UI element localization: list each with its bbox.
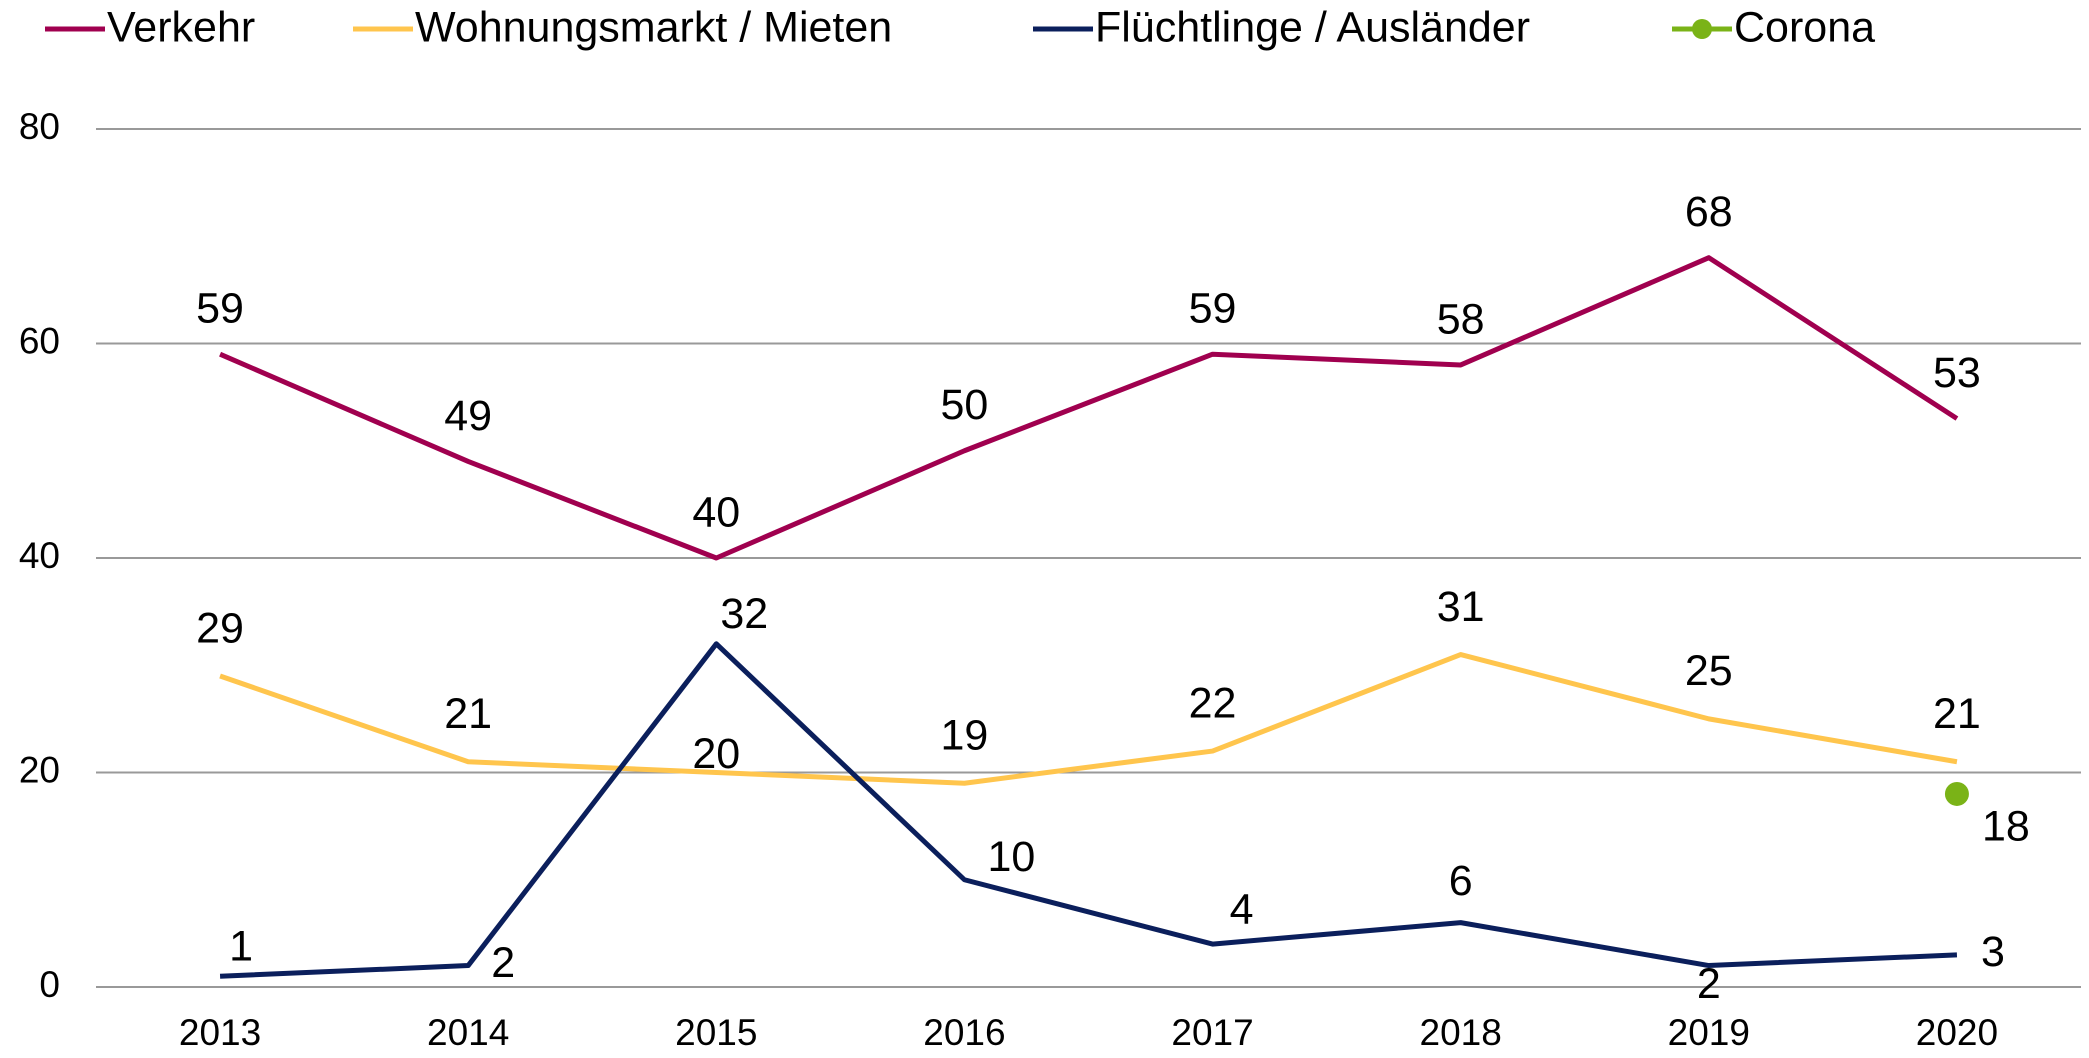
data-label: 53 <box>1933 349 1981 397</box>
x-tick-label: 2019 <box>1668 1012 1750 1053</box>
data-label: 58 <box>1437 295 1485 343</box>
data-label: 49 <box>444 392 492 440</box>
data-label: 18 <box>1982 802 2030 850</box>
x-tick-label: 2018 <box>1420 1012 1502 1053</box>
legend-label: Wohnungsmarkt / Mieten <box>415 3 892 51</box>
data-label: 21 <box>1933 690 1981 738</box>
data-label: 2 <box>491 939 515 987</box>
y-tick-label: 60 <box>19 320 60 361</box>
data-label: 68 <box>1685 188 1733 236</box>
data-label: 10 <box>988 833 1036 881</box>
data-label: 59 <box>196 285 244 333</box>
legend-marker <box>1692 19 1712 39</box>
data-label: 2 <box>1697 960 1721 1008</box>
data-label: 29 <box>196 604 244 652</box>
data-label: 59 <box>1189 285 1237 333</box>
data-label: 6 <box>1449 857 1473 905</box>
x-tick-label: 2015 <box>675 1012 757 1053</box>
x-tick-label: 2013 <box>179 1012 261 1053</box>
series-line <box>219 641 1958 979</box>
series-line <box>219 255 1959 561</box>
y-tick-label: 80 <box>19 106 60 147</box>
data-label: 1 <box>229 923 253 971</box>
data-label: 21 <box>444 690 492 738</box>
data-label: 3 <box>1981 928 2005 976</box>
legend-label: Verkehr <box>107 3 255 51</box>
data-label: 20 <box>692 730 740 778</box>
data-label: 22 <box>1189 679 1237 727</box>
y-tick-label: 40 <box>19 535 60 576</box>
data-label: 19 <box>941 712 989 760</box>
data-label: 31 <box>1437 583 1485 631</box>
x-tick-label: 2020 <box>1916 1012 1998 1053</box>
y-tick-label: 0 <box>39 964 60 1005</box>
series-line <box>219 652 1958 786</box>
data-label: 25 <box>1685 647 1733 695</box>
x-tick-label: 2016 <box>923 1012 1005 1053</box>
data-label: 4 <box>1230 885 1254 933</box>
x-tick-label: 2017 <box>1171 1012 1253 1053</box>
point-marker <box>1944 781 1969 806</box>
data-label: 32 <box>720 590 768 638</box>
data-label: 40 <box>692 488 740 536</box>
data-label: 50 <box>941 381 989 429</box>
legend-label: Flüchtlinge / Ausländer <box>1095 3 1530 51</box>
x-tick-label: 2014 <box>427 1012 509 1053</box>
legend-label: Corona <box>1734 3 1875 51</box>
y-tick-label: 20 <box>19 749 60 790</box>
